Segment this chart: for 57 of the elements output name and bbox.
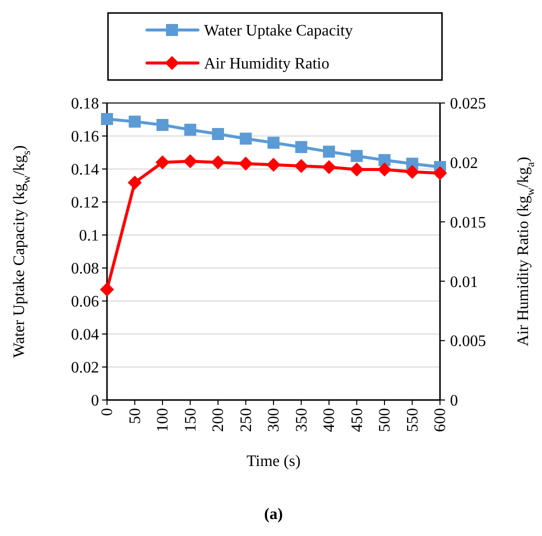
x-tick-label: 0 [99, 408, 116, 416]
y-tick-label: 0.08 [71, 260, 99, 278]
x-tick-label: 50 [126, 408, 144, 424]
x-tick-label: 150 [182, 408, 200, 432]
point [128, 176, 142, 190]
point [212, 128, 224, 140]
point [240, 132, 252, 145]
y-tick-label: 0.16 [71, 128, 99, 146]
text: (a) [264, 506, 283, 523]
x-tick-label: 200 [210, 408, 227, 432]
point [378, 154, 390, 166]
x-axis-title: Time (s) [246, 453, 301, 470]
point [405, 164, 420, 179]
y2-tick-label: 0.005 [450, 333, 486, 350]
point [101, 113, 113, 126]
legend-label: Air Humidity Ratio [204, 56, 330, 73]
x-tick-label: 450 [348, 408, 366, 432]
y-tick-label: 0.04 [71, 326, 99, 344]
point [378, 162, 392, 177]
x-tick-label: 400 [321, 408, 338, 432]
legend-label: Water Uptake Capacity [204, 22, 353, 40]
y2-tick-label: 0.025 [450, 96, 486, 113]
x-tick-label: 300 [266, 408, 282, 432]
point [128, 116, 141, 128]
x-tick-label: 500 [376, 408, 394, 432]
point [100, 282, 114, 297]
y-tick-label: 0 [91, 392, 99, 410]
point [294, 158, 308, 173]
point [295, 141, 308, 154]
point [350, 150, 363, 162]
point [323, 146, 335, 158]
y-tick-label: 0.18 [71, 96, 99, 113]
point [268, 136, 280, 149]
point [183, 154, 198, 168]
x-tick-label: 600 [432, 408, 449, 432]
point [266, 158, 280, 172]
y-tick-label: 0.02 [71, 360, 99, 377]
x-tick-label: 550 [404, 408, 422, 432]
y-tick-label: 0.1 [79, 228, 99, 245]
x-tick-label: 350 [293, 408, 310, 432]
point [211, 155, 225, 170]
point [350, 162, 364, 177]
x-tick-label: 250 [238, 408, 255, 432]
point [156, 155, 170, 170]
y2-tick-label: 0.02 [450, 155, 478, 172]
y-tick-label: 0.12 [71, 194, 99, 212]
point [238, 156, 253, 171]
y2-tick-label: 0.01 [450, 274, 478, 291]
y-tick-label: 0.14 [71, 162, 99, 179]
y2-tick-label: 0 [450, 392, 458, 410]
point [184, 124, 196, 136]
point [433, 166, 447, 180]
x-tick-label: 100 [154, 408, 172, 432]
point [156, 118, 168, 131]
y-tick-label: 0.06 [71, 294, 99, 311]
point [322, 160, 336, 174]
y2-tick-label: 0.015 [450, 214, 486, 232]
